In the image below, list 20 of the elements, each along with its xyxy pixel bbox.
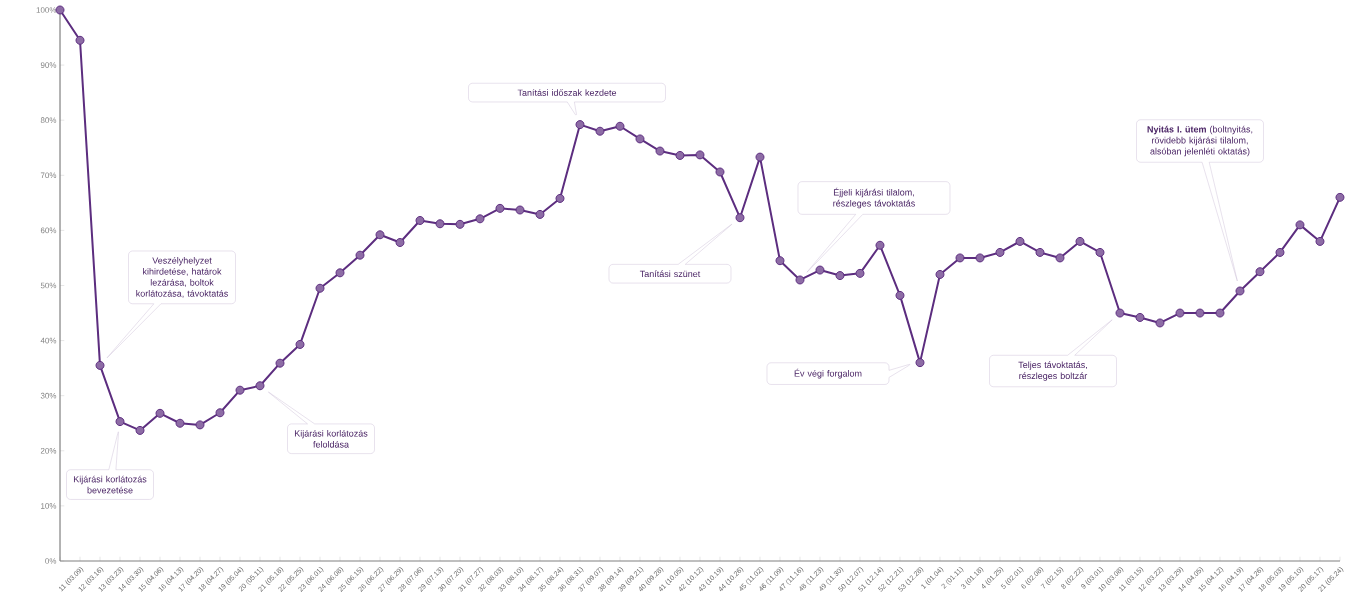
annotation: Veszélyhelyzet kihirdetése, határok lezárása, boltok korlátozása, távoktatás <box>136 256 228 298</box>
annotation: Év végi forgalom <box>794 368 862 379</box>
annotation: Kijárási korlátozás feloldása <box>294 429 368 448</box>
y-tick-label: 60% <box>40 227 57 234</box>
y-tick-label: 80% <box>40 117 57 124</box>
annotation: Teljes távoktatás, részleges boltzár <box>1018 361 1088 381</box>
y-tick-label: 40% <box>40 337 57 344</box>
y-tick-label: 70% <box>40 172 57 179</box>
y-tick-label: 20% <box>40 447 57 454</box>
annotation: Nyitás I. ütem (boltnyitás, rövidebb kijárási tilalom, alsóban jelenléti oktatás) <box>1147 125 1253 157</box>
y-tick-label: 10% <box>41 503 57 509</box>
y-tick-label: 30% <box>40 392 57 399</box>
annotation: Kijárási korlátozás bevezetése <box>73 475 147 494</box>
annotation: Tanítási időszak kezdete <box>517 89 617 96</box>
y-tick-label: 50% <box>40 282 57 289</box>
annotation: Tanítási szünet <box>639 270 701 278</box>
y-tick-label: 100% <box>36 7 57 13</box>
y-tick-label: 0% <box>45 558 57 564</box>
annotation: Éjjeli kijárási tilalom, részleges távoktatás <box>833 187 915 209</box>
y-tick-label: 90% <box>40 62 57 68</box>
